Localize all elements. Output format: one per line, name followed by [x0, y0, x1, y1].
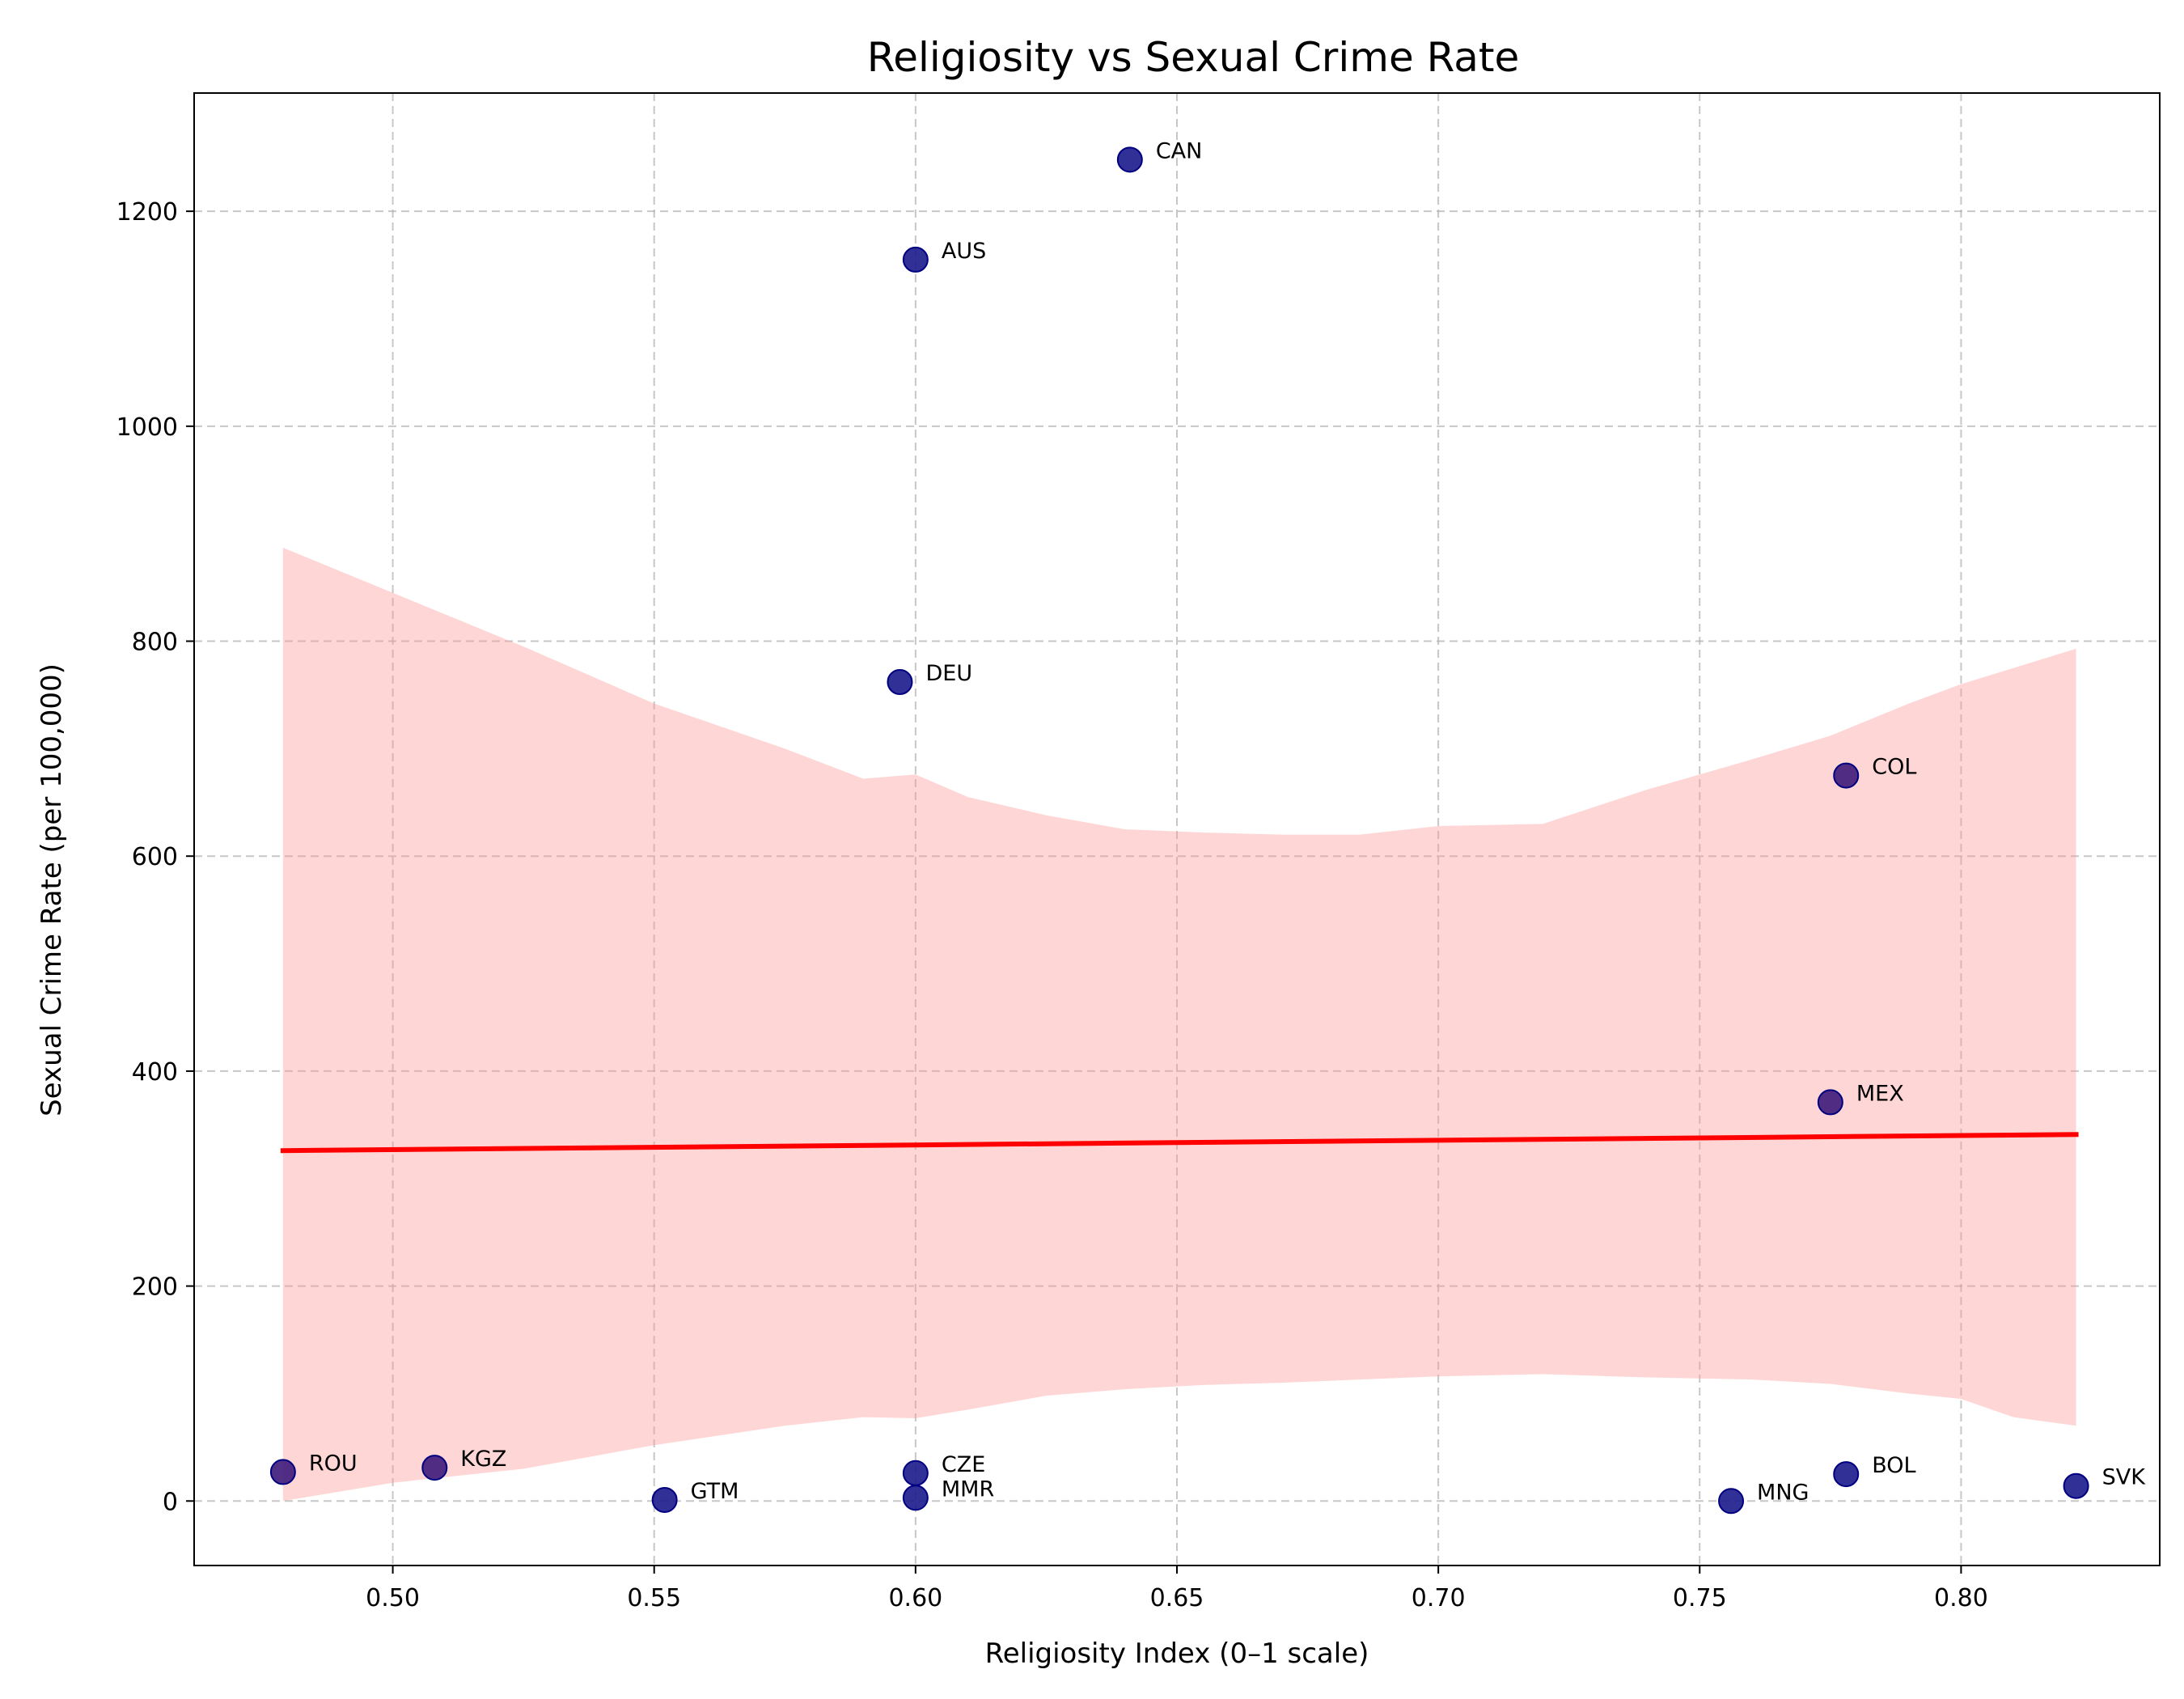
data-point-deu [887, 669, 913, 695]
x-tick-label: 0.75 [1673, 1584, 1727, 1612]
y-tick-label: 200 [132, 1273, 178, 1302]
x-tick-label: 0.70 [1412, 1584, 1466, 1612]
point-label-mng: MNG [1757, 1480, 1809, 1505]
data-points-layer [269, 146, 2089, 1515]
x-tick-label: 0.55 [627, 1584, 681, 1612]
data-point-mmr [902, 1485, 929, 1511]
point-label-svk: SVK [2102, 1465, 2147, 1490]
data-point-cze [902, 1460, 929, 1486]
point-label-rou: ROU [309, 1451, 358, 1476]
y-axis: 0 200 400 600 800 1000 1200 [116, 198, 194, 1516]
point-label-mmr: MMR [942, 1477, 994, 1502]
y-tick-label: 1200 [116, 198, 178, 227]
point-label-cze: CZE [942, 1452, 985, 1477]
data-point-aus [902, 246, 929, 273]
point-label-deu: DEU [925, 661, 972, 686]
trend-line [280, 1132, 2079, 1154]
data-point-kgz [421, 1455, 448, 1481]
x-tick-label: 0.80 [1934, 1584, 1988, 1612]
point-label-kgz: KGZ [460, 1447, 506, 1472]
data-point-svk [2063, 1472, 2089, 1499]
point-label-aus: AUS [942, 239, 986, 264]
data-point-gtm [651, 1486, 678, 1513]
grid [194, 93, 2160, 1566]
chart-title: Religiosity vs Sexual Crime Rate [867, 34, 1520, 81]
point-label-can: CAN [1156, 138, 1203, 163]
y-tick-label: 400 [132, 1058, 178, 1087]
point-label-gtm: GTM [691, 1479, 739, 1504]
trend-line-layer [280, 1132, 2079, 1154]
x-axis-label: Religiosity Index (0–1 scale) [985, 1638, 1369, 1670]
y-tick-label: 1000 [116, 413, 178, 442]
x-tick-label: 0.60 [888, 1584, 942, 1612]
y-tick-label: 0 [163, 1488, 178, 1516]
x-tick-label: 0.65 [1150, 1584, 1204, 1612]
y-tick-label: 600 [132, 843, 178, 871]
data-point-can [1116, 146, 1143, 173]
data-point-rou [269, 1459, 296, 1485]
confidence-band [282, 547, 2076, 1502]
x-axis: 0.50 0.55 0.60 0.65 0.70 0.75 0.80 [366, 1566, 1988, 1612]
y-tick-label: 800 [132, 629, 178, 657]
data-point-mex [1817, 1089, 1843, 1116]
data-point-bol [1833, 1461, 1860, 1488]
data-point-mng [1718, 1488, 1745, 1515]
point-label-mex: MEX [1856, 1081, 1904, 1106]
point-label-bol: BOL [1872, 1453, 1915, 1478]
confidence-band-layer [282, 547, 2076, 1502]
y-axis-label: Sexual Crime Rate (per 100,000) [36, 663, 68, 1116]
x-tick-label: 0.50 [366, 1584, 420, 1612]
data-point-col [1833, 762, 1860, 789]
point-label-col: COL [1872, 755, 1916, 780]
